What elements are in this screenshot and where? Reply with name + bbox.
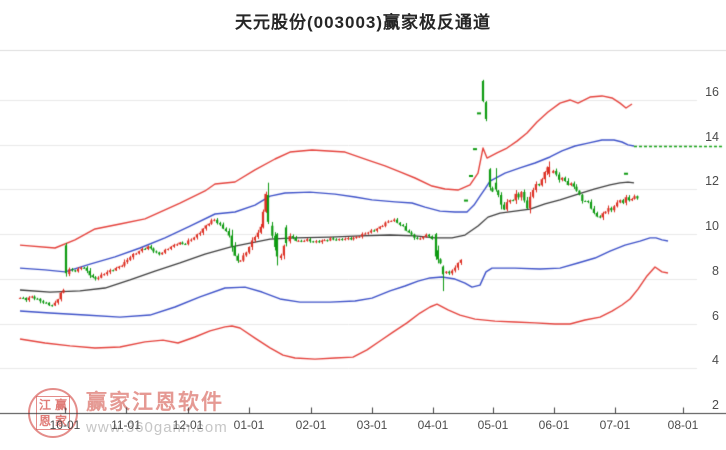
- y-axis-label: 8: [712, 263, 719, 278]
- x-axis-label: 10-01: [49, 418, 81, 432]
- x-axis-label: 12-01: [172, 418, 204, 432]
- y-axis-label: 14: [705, 129, 719, 144]
- x-axis-label: 02-01: [295, 418, 327, 432]
- x-axis-label: 11-01: [111, 418, 141, 432]
- x-axis-label: 08-01: [667, 418, 699, 432]
- y-axis-label: 6: [712, 308, 719, 323]
- y-axis-label: 12: [705, 174, 719, 189]
- x-axis-label: 03-01: [356, 418, 388, 432]
- y-axis-label: 16: [705, 84, 719, 99]
- x-axis-label: 01-01: [233, 418, 265, 432]
- x-axis-label: 05-01: [477, 418, 509, 432]
- y-axis-label: 10: [705, 219, 719, 234]
- page-title: 天元股份(003003)赢家极反通道: [234, 13, 492, 32]
- x-axis-label: 07-01: [599, 418, 631, 432]
- y-axis-label: 2: [712, 398, 719, 412]
- y-axis-label: 4: [712, 353, 719, 368]
- x-axis-label: 04-01: [417, 418, 449, 432]
- x-axis-label: 06-01: [538, 418, 570, 432]
